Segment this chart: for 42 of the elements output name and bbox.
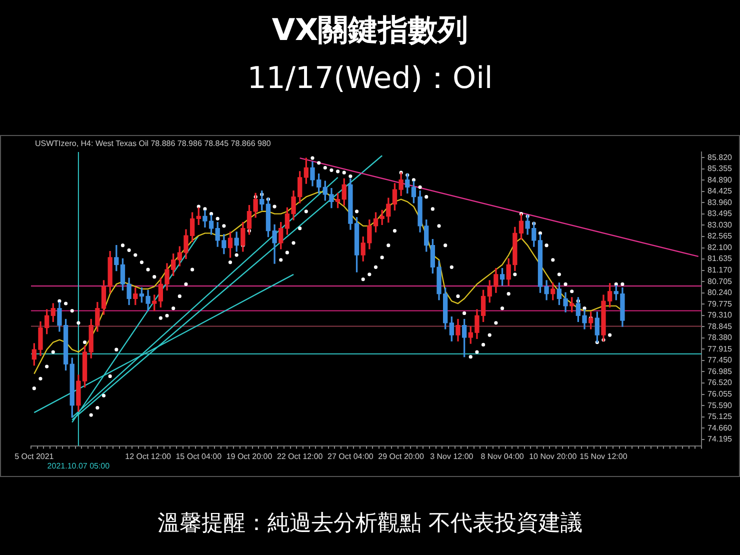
- x-tick-label: 3 Nov 12:00: [430, 452, 474, 461]
- y-tick-label: 80.240: [708, 288, 733, 298]
- y-tick-label: 75.590: [708, 400, 733, 410]
- y-tick-label: 80.705: [708, 276, 733, 286]
- y-tick-label: 85.820: [708, 152, 733, 162]
- y-tick-label: 77.450: [708, 356, 733, 365]
- text: 溫馨提醒：純過去分析觀點 不代表投資建議: [156, 510, 584, 538]
- y-tick-label: 76.520: [708, 378, 733, 388]
- y-tick-label: 78.380: [708, 333, 733, 342]
- x-tick-label: 8 Nov 04:00: [480, 452, 524, 461]
- y-tick-label: 81.170: [708, 266, 733, 274]
- x-tick-label: 27 Oct 04:00: [328, 452, 374, 461]
- y-tick-label: 83.960: [708, 198, 733, 207]
- text: USWTIzero, H4: West Texas Oil 78.886 78.986 78.845 78.866 980: [35, 139, 271, 148]
- y-tick-label: 83.495: [708, 209, 733, 218]
- y-tick-label: 77.915: [708, 344, 733, 354]
- y-tick-label: 74.660: [708, 423, 733, 432]
- y-tick-label: 76.985: [708, 366, 733, 376]
- x-tick-label: 12 Oct 12:00: [125, 452, 172, 461]
- y-tick-label: 82.100: [708, 242, 733, 252]
- x-tick-label: 19 Oct 20:00: [226, 452, 273, 461]
- y-tick-label: 82.565: [708, 232, 733, 241]
- y-tick-label: 78.845: [708, 322, 733, 331]
- y-tick-label: 84.425: [708, 186, 733, 196]
- chart-subtitle: 11/17(Wed)：Oil: [246, 60, 494, 98]
- y-tick-label: 75.125: [708, 412, 733, 422]
- x-tick-label: 22 Oct 12:00: [276, 452, 324, 461]
- y-tick-label: 81.635: [708, 254, 733, 264]
- y-tick-label: 85.355: [708, 164, 733, 174]
- y-tick-label: 83.030: [708, 220, 733, 230]
- x-tick-label: 10 Nov 20:00: [529, 452, 578, 461]
- y-tick-label: 74.195: [708, 434, 733, 444]
- x-tick-label: 15 Nov 12:00: [580, 452, 628, 461]
- y-tick-label: 79.310: [708, 310, 733, 320]
- y-tick-label: 76.055: [708, 389, 733, 398]
- x-tick-label: 15 Oct 04:00: [176, 452, 222, 461]
- x-tick-label: 2021.10.07 05:00: [47, 461, 110, 470]
- y-tick-label: 79.775: [708, 299, 733, 308]
- x-tick-label: 29 Oct 20:00: [378, 452, 425, 461]
- y-tick-label: 84.890: [708, 175, 733, 184]
- chart-title: VX關鍵指數列: [270, 12, 470, 50]
- x-tick-label: 5 Oct 2021: [14, 452, 54, 461]
